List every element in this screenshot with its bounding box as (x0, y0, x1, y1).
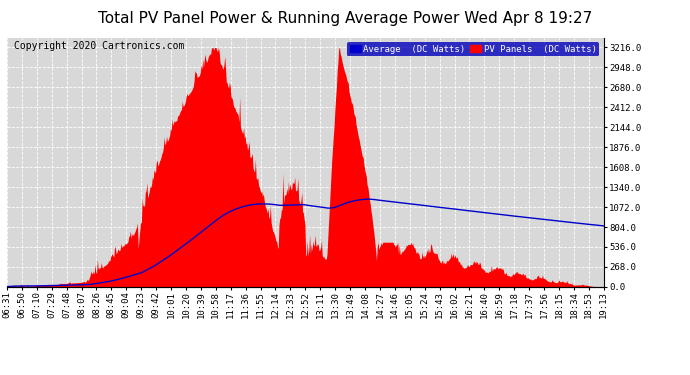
Text: Total PV Panel Power & Running Average Power Wed Apr 8 19:27: Total PV Panel Power & Running Average P… (98, 11, 592, 26)
Text: Copyright 2020 Cartronics.com: Copyright 2020 Cartronics.com (14, 41, 184, 51)
Legend: Average  (DC Watts), PV Panels  (DC Watts): Average (DC Watts), PV Panels (DC Watts) (347, 42, 599, 56)
